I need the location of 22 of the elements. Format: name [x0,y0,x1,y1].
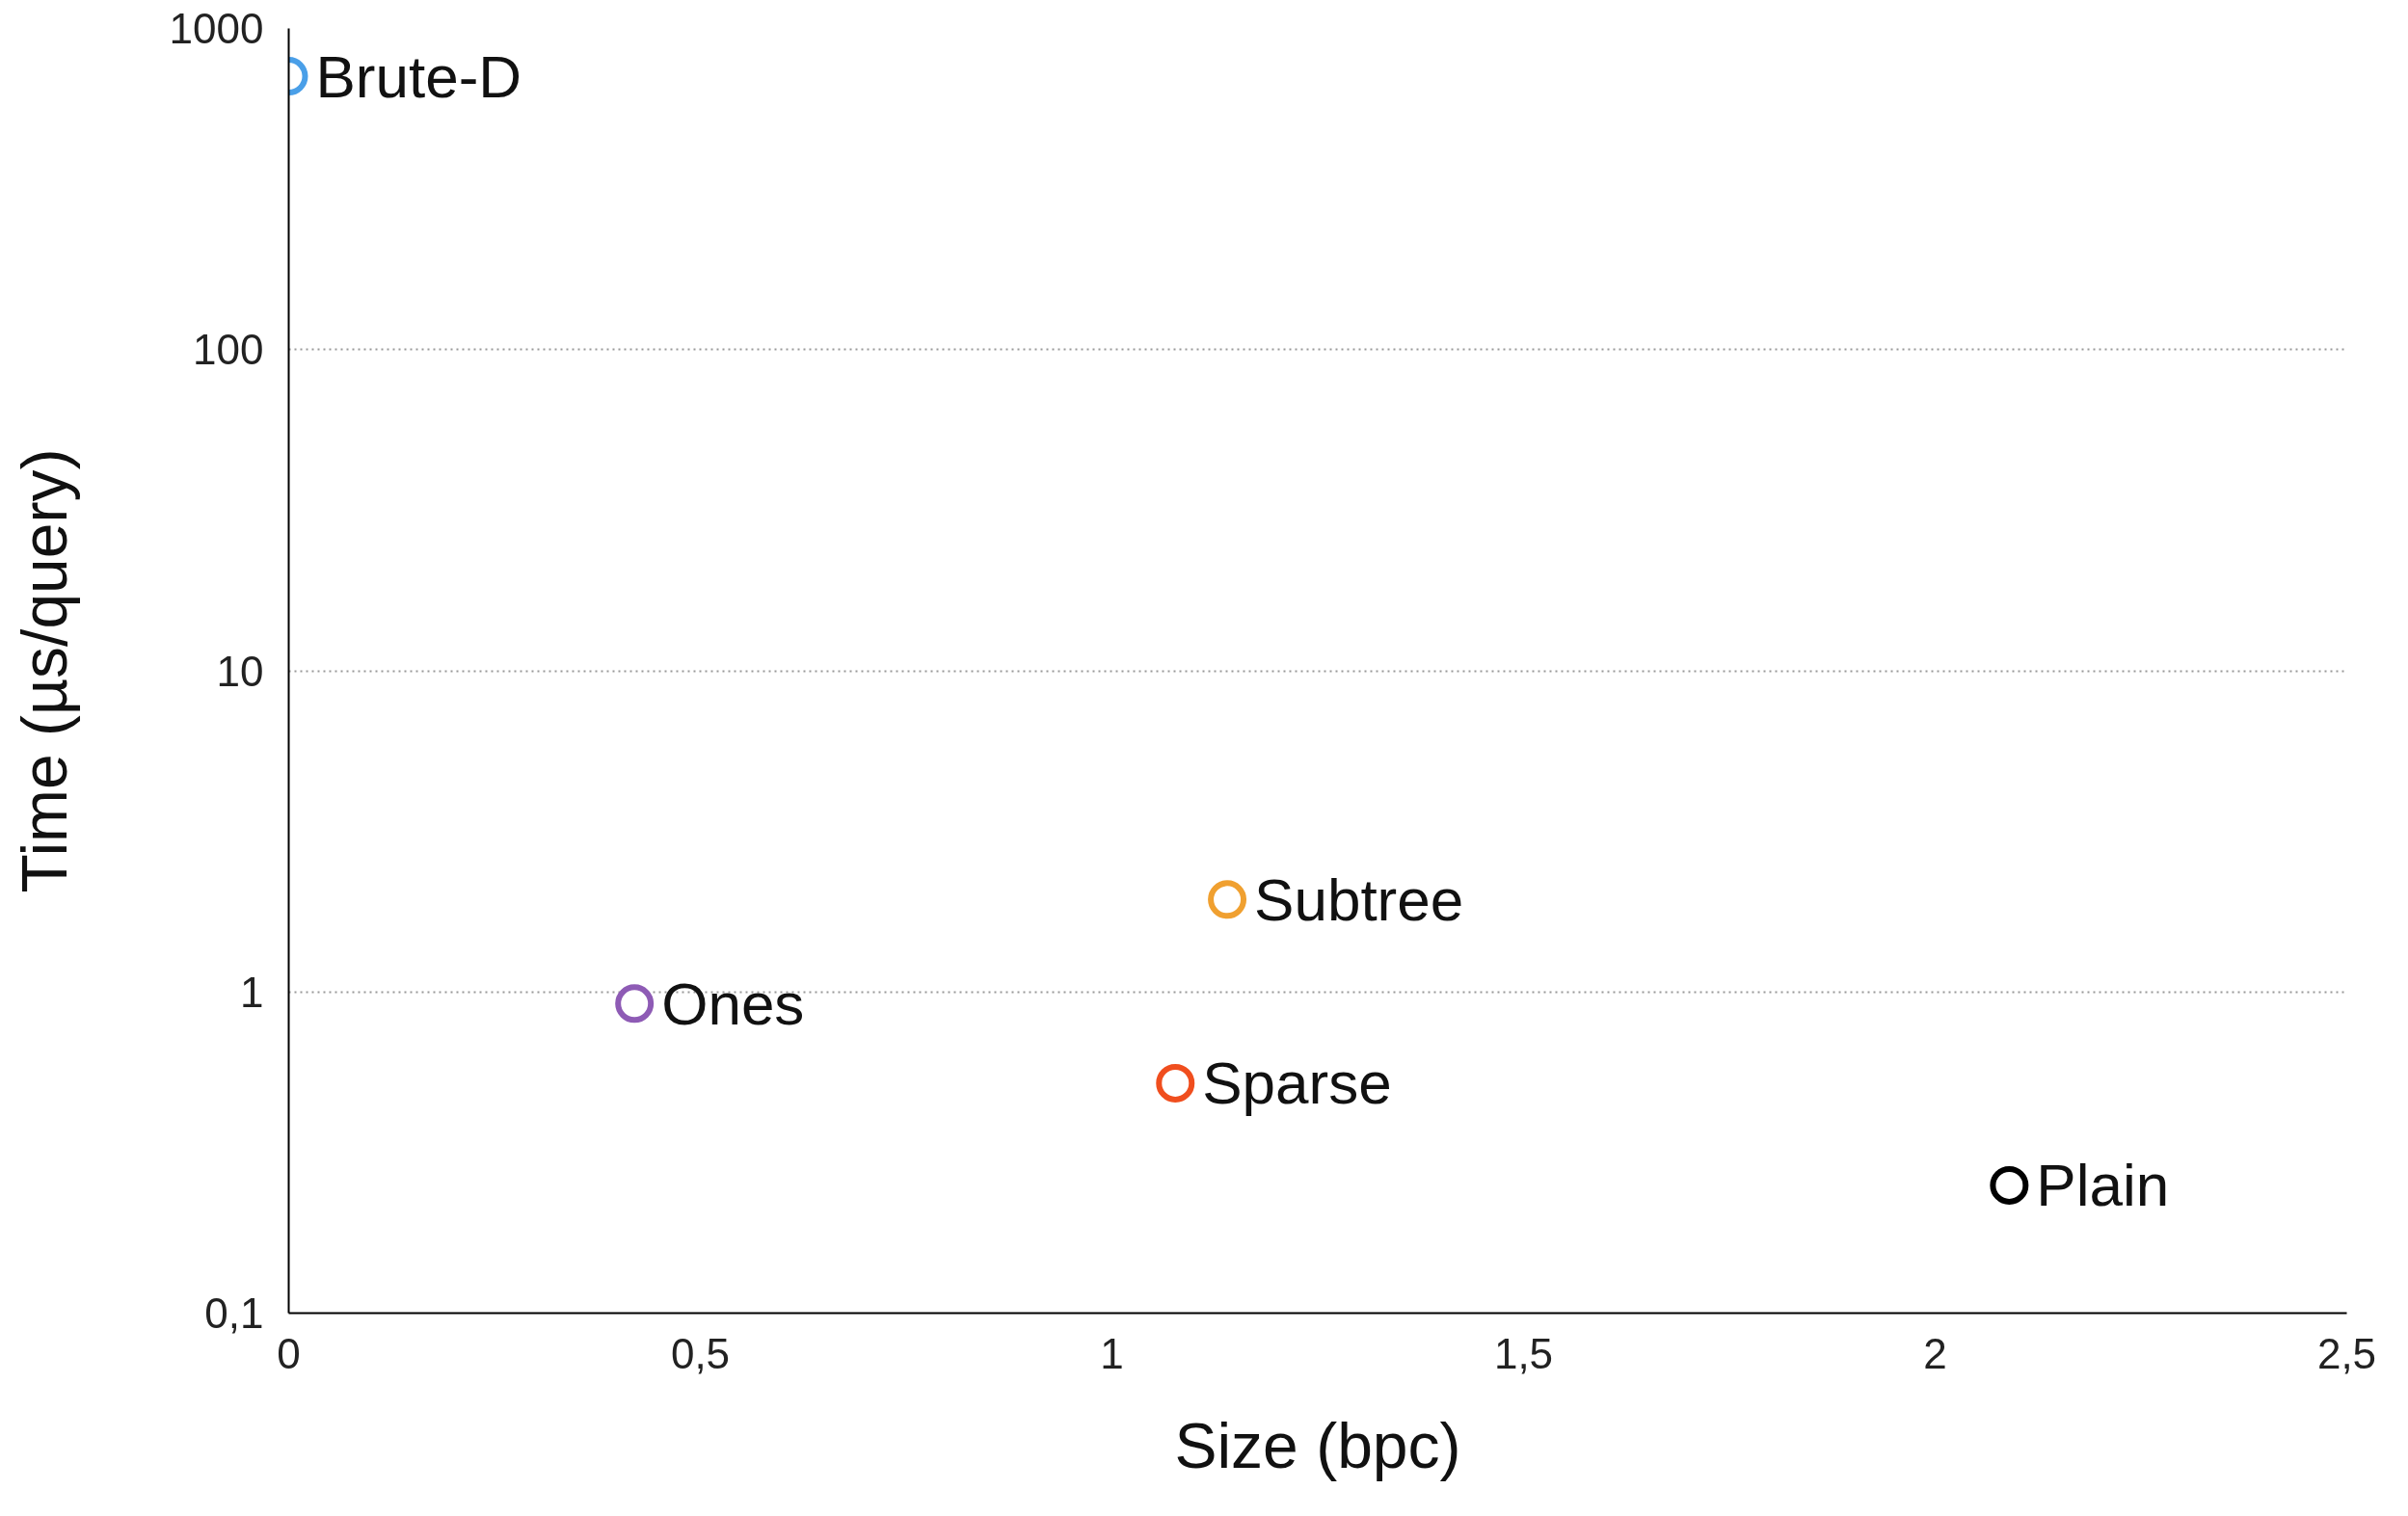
y-tick-label: 100 [193,326,264,374]
series-label: Ones [661,970,805,1037]
y-tick-label: 1 [240,968,264,1016]
series-label: Brute-D [315,42,522,110]
x-tick-label: 0,5 [670,1329,731,1377]
series-label: Sparse [1202,1050,1392,1117]
x-axis-title: Size (bpc) [1174,1409,1461,1481]
x-tick-label: 1 [1100,1329,1124,1377]
x-tick-label: 2,5 [2316,1329,2377,1377]
x-tick-label: 2 [1923,1329,1947,1377]
y-tick-label: 10 [216,647,264,695]
point [1990,1165,2029,1205]
x-tick-label: 0 [277,1329,301,1377]
y-tick-label: 0,1 [204,1290,264,1337]
point [1156,1063,1195,1103]
series-label: Subtree [1254,865,1464,933]
y-tick-label: 1000 [169,5,264,52]
series-label: Plain [2036,1152,2170,1219]
point [1208,880,1247,919]
point [615,984,655,1024]
x-tick-label: 1,5 [1493,1329,1554,1377]
y-axis-title: Time (µs/query) [8,448,80,893]
